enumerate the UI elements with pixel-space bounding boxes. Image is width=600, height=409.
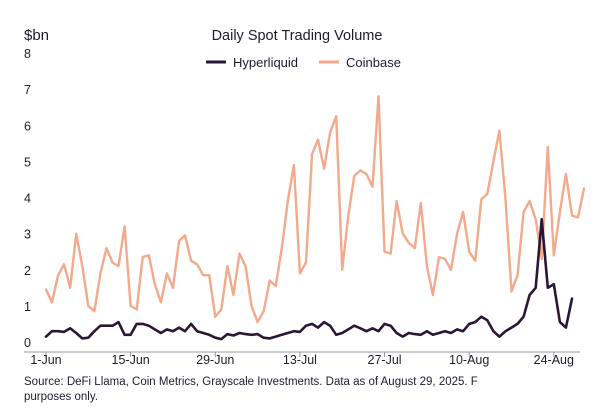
source-line-2: purposes only.	[24, 391, 98, 403]
legend: Hyperliquid Coinbase	[206, 55, 401, 70]
legend-label-hyperliquid: Hyperliquid	[233, 55, 298, 70]
source-line-1: Source: DeFi Llama, Coin Metrics, Graysc…	[24, 376, 478, 388]
source-note: Source: DeFi Llama, Coin Metrics, Graysc…	[24, 375, 594, 405]
y-tick-label: 8	[24, 47, 31, 61]
x-axis: 1-Jun 15-Jun 29-Jun 13-Jul 27-Jul 10-Aug 24-Au…	[24, 351, 580, 367]
chart-title: Daily Spot Trading Volume	[212, 28, 383, 44]
x-tick-label: 1-Jun	[30, 353, 61, 367]
x-tick-label: 29-Jun	[196, 353, 234, 367]
y-tick-label: 0	[24, 336, 31, 350]
x-tick-label: 10-Aug	[449, 353, 489, 367]
legend-label-coinbase: Coinbase	[346, 55, 401, 70]
y-tick-label: 3	[24, 228, 31, 242]
x-tick-label: 13-Jul	[283, 353, 317, 367]
y-tick-label: 5	[24, 155, 31, 169]
y-axis: 0 1 2 3 4 5 6 7 8	[24, 47, 31, 350]
series-line-hyperliquid	[44, 217, 574, 341]
y-tick-label: 1	[24, 300, 31, 314]
y-tick-label: 4	[24, 192, 31, 206]
y-tick-label: 6	[24, 119, 31, 133]
x-tick-label: 27-Jul	[368, 353, 402, 367]
series-line-coinbase	[44, 95, 586, 324]
x-tick-label: 24-Aug	[534, 353, 574, 367]
y-axis-unit-label: $bn	[24, 27, 49, 44]
x-tick-label: 15-Jun	[112, 353, 150, 367]
y-tick-label: 7	[24, 83, 31, 97]
y-tick-label: 2	[24, 264, 31, 278]
plot-area	[44, 95, 586, 341]
